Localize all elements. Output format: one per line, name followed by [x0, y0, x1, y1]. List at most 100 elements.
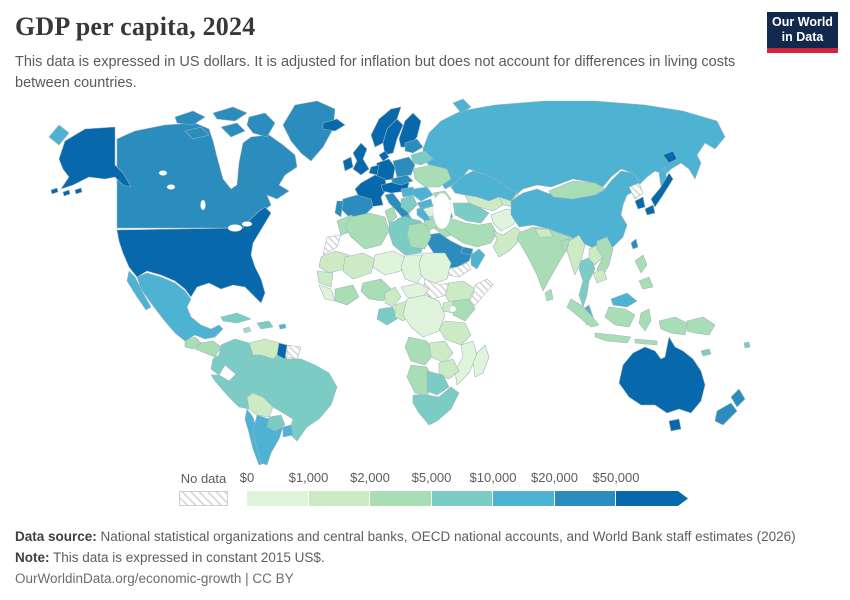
country-tasmania[interactable] [668, 418, 682, 432]
legend-swatch-4[interactable] [493, 491, 554, 506]
country-angola[interactable] [404, 336, 434, 366]
country-japan-kyushu[interactable] [644, 204, 656, 216]
country-drc[interactable] [402, 294, 446, 338]
country-romania[interactable] [412, 186, 434, 202]
country-western-sahara[interactable] [322, 234, 342, 256]
country-ecuador[interactable] [210, 354, 226, 376]
country-guatemala[interactable] [184, 336, 202, 350]
legend-swatch-6[interactable] [616, 491, 688, 506]
country-portugal[interactable] [334, 200, 344, 218]
legend-swatch-0[interactable] [247, 491, 308, 506]
country-ukraine[interactable] [412, 164, 452, 188]
country-bolivia[interactable] [246, 392, 274, 418]
country-new-zealand-north[interactable] [730, 388, 746, 408]
legend-swatch-3[interactable] [431, 491, 492, 506]
country-guyana[interactable] [276, 342, 288, 360]
country-pakistan[interactable] [492, 226, 524, 258]
country-madagascar[interactable] [472, 344, 490, 378]
country-thailand[interactable] [578, 256, 596, 308]
country-philippines-luzon[interactable] [634, 254, 648, 274]
country-new-zealand-south[interactable] [714, 402, 738, 426]
country-sierra-leone-liberia[interactable] [318, 284, 336, 302]
country-senegal-guinea[interactable] [316, 270, 334, 288]
country-mexico[interactable] [126, 270, 224, 342]
country-benelux[interactable] [368, 164, 380, 176]
country-sudan[interactable] [418, 252, 452, 286]
country-india[interactable] [516, 226, 576, 292]
country-greenland[interactable] [282, 100, 336, 162]
country-indonesia-sumatra[interactable] [566, 298, 600, 328]
country-south-korea[interactable] [634, 196, 646, 210]
country-uae-qatar[interactable] [460, 246, 474, 256]
country-chad[interactable] [400, 254, 426, 284]
country-uruguay[interactable] [282, 424, 294, 438]
country-australia[interactable] [618, 336, 706, 414]
country-cameroon[interactable] [384, 286, 402, 308]
country-mali[interactable] [342, 252, 376, 280]
country-czechia-slovakia[interactable] [390, 174, 414, 186]
country-lesser-sunda-islands[interactable] [634, 338, 658, 346]
country-peru[interactable] [210, 374, 250, 410]
country-taiwan[interactable] [630, 238, 639, 250]
country-zimbabwe[interactable] [438, 358, 460, 380]
country-canada-arctic-islands[interactable] [174, 106, 276, 140]
country-egypt[interactable] [406, 222, 432, 250]
country-alaska[interactable] [58, 126, 132, 190]
country-north-korea[interactable] [628, 182, 644, 200]
country-new-caledonia[interactable] [700, 348, 712, 357]
country-hispaniola[interactable] [256, 320, 274, 330]
country-mozambique[interactable] [454, 340, 478, 386]
country-canada[interactable] [116, 122, 298, 229]
country-spain[interactable] [340, 194, 374, 220]
country-oman[interactable] [470, 248, 486, 270]
country-japan-honshu[interactable] [650, 172, 674, 208]
country-nigeria[interactable] [360, 278, 392, 302]
country-cambodia[interactable] [592, 268, 608, 284]
country-ivory-coast-ghana[interactable] [334, 284, 360, 306]
country-united-kingdom[interactable] [352, 142, 370, 176]
country-papua-new-guinea[interactable] [686, 316, 716, 336]
country-indonesia-borneo[interactable] [604, 306, 636, 328]
country-ireland[interactable] [342, 156, 354, 172]
country-turkmenistan[interactable] [452, 202, 490, 224]
country-finland[interactable] [398, 112, 422, 148]
country-botswana[interactable] [426, 370, 450, 396]
legend-swatch-2[interactable] [370, 491, 431, 506]
country-baltics[interactable] [404, 138, 424, 154]
country-iceland[interactable] [322, 118, 346, 132]
country-japan-hokkaido[interactable] [662, 150, 678, 164]
country-indonesia-java[interactable] [594, 332, 632, 344]
country-gabon[interactable] [376, 306, 398, 326]
country-balkans[interactable] [400, 194, 418, 214]
country-puerto-rico[interactable] [278, 323, 287, 330]
country-indonesia-papua[interactable] [658, 316, 688, 336]
country-suriname-french-guiana[interactable] [286, 344, 302, 360]
country-cuba[interactable] [220, 312, 252, 324]
no-data-swatch[interactable] [179, 491, 228, 506]
country-jamaica[interactable] [242, 326, 252, 334]
country-niger[interactable] [372, 250, 406, 276]
country-zambia[interactable] [428, 340, 454, 364]
country-malaysia-borneo[interactable] [610, 292, 638, 308]
country-philippines-mindanao[interactable] [638, 276, 654, 290]
legend-swatch-1[interactable] [308, 491, 369, 506]
country-tunisia[interactable] [384, 206, 398, 224]
aleutian-islands[interactable] [50, 187, 83, 197]
country-belarus[interactable] [410, 150, 434, 166]
legend-swatch-5[interactable] [554, 491, 615, 506]
country-sri-lanka[interactable] [544, 288, 554, 302]
country-south-africa[interactable] [412, 386, 460, 426]
country-poland[interactable] [392, 156, 416, 178]
country-algeria[interactable] [344, 212, 390, 250]
country-novaya-zemlya[interactable] [452, 98, 472, 114]
country-myanmar[interactable] [566, 234, 586, 276]
country-nepal[interactable] [534, 228, 554, 238]
country-russia[interactable] [422, 100, 726, 200]
country-argentina[interactable] [252, 414, 284, 465]
country-iran[interactable] [438, 216, 498, 248]
country-russia-chukotka[interactable] [48, 124, 70, 146]
country-central-african-republic[interactable] [400, 282, 430, 300]
country-mongolia[interactable] [548, 180, 606, 200]
country-fiji[interactable] [743, 341, 751, 349]
owid-logo[interactable]: Our World in Data [767, 12, 838, 53]
